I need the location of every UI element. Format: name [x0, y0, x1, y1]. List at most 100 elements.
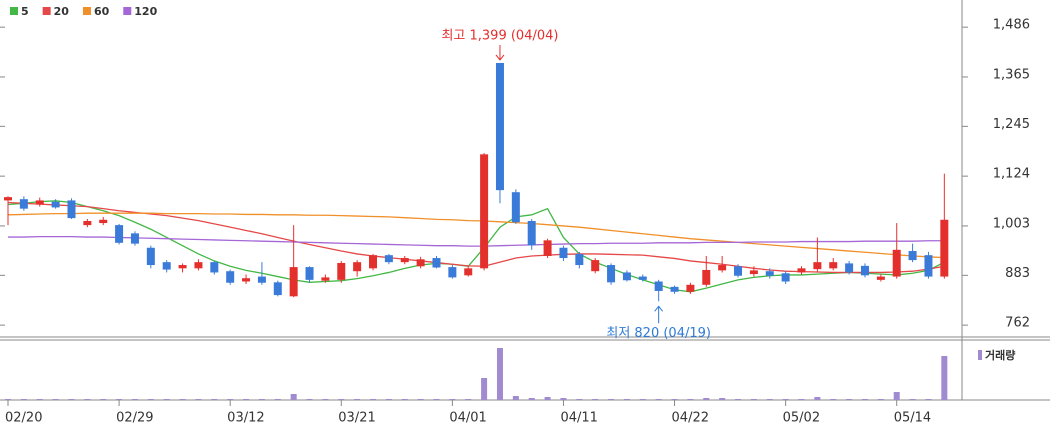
volume-bar [512, 396, 519, 400]
annotation-arrow [654, 305, 664, 324]
volume-bar [465, 399, 472, 400]
volume-bar [417, 399, 424, 400]
legend-label: 거래량 [985, 348, 1015, 362]
x-tick-label: 05/14 [894, 411, 931, 426]
y-tick-label: 883 [1005, 266, 1030, 281]
y-tick-label: 1,003 [993, 216, 1030, 231]
legend-label: 20 [54, 5, 70, 18]
ma-line [7, 212, 945, 259]
volume-bar [623, 399, 630, 400]
volume-bar [687, 399, 694, 400]
volume-bar [354, 399, 361, 400]
x-tick-label: 04/01 [449, 411, 486, 426]
candle-body [337, 262, 346, 280]
volume-bar [68, 399, 75, 400]
candle-body [638, 276, 647, 280]
candle-body [892, 249, 901, 277]
x-tick-label: 04/11 [560, 411, 597, 426]
candle-body [384, 255, 393, 263]
candle-body [924, 255, 933, 277]
volume-bar [639, 399, 646, 400]
annotation-arrow [495, 44, 505, 61]
volume-bar [719, 398, 726, 400]
candle-body [797, 268, 806, 273]
volume-bar [116, 399, 123, 400]
legend-label: 120 [134, 5, 157, 18]
candle-body [480, 154, 489, 269]
legend-swatch [123, 7, 132, 15]
volume-bar [528, 398, 535, 400]
candle-body [511, 192, 520, 223]
candle-body [4, 197, 12, 201]
volume-bar [100, 399, 107, 400]
legend-swatch [978, 350, 982, 360]
volume-bar [20, 399, 27, 400]
candle-body [940, 219, 949, 277]
candle-body [115, 225, 124, 243]
volume-bar [560, 398, 567, 400]
candle-body [194, 262, 203, 269]
candle-body [749, 270, 758, 275]
candle-body [67, 200, 76, 219]
candle-body [765, 271, 774, 276]
legend-swatch [42, 7, 51, 15]
candle-body [543, 240, 552, 256]
volume-bar [84, 399, 91, 400]
annotation-low: 최저 820 (04/19) [606, 326, 711, 341]
volume-bar [496, 348, 503, 400]
volume-bar [227, 399, 234, 400]
volume-bar [5, 399, 11, 400]
y-tick-label: 1,124 [993, 167, 1030, 182]
volume-bar [766, 399, 773, 400]
volume-bar [909, 399, 916, 400]
candle-body [273, 282, 282, 296]
x-tick-label: 02/20 [5, 411, 42, 426]
candle-body [829, 262, 838, 269]
volume-bar [433, 399, 440, 400]
volume-bar [481, 378, 488, 400]
candle-body [591, 260, 600, 272]
candle-body [495, 62, 504, 191]
volume-bar [750, 399, 757, 400]
candle-body [432, 258, 441, 268]
volume-bar [211, 399, 218, 400]
volume-bar [147, 399, 154, 400]
legend-label: 60 [94, 5, 110, 18]
candle-body [813, 262, 822, 270]
volume-bar [401, 399, 408, 400]
y-tick-label: 1,245 [993, 117, 1030, 132]
candle-body [242, 278, 251, 282]
volume-bar [671, 399, 678, 400]
volume-bar [36, 399, 43, 400]
legend-swatch [82, 7, 91, 15]
annotation-high: 최고 1,399 (04/04) [441, 28, 558, 43]
candle-body [51, 201, 60, 208]
candle-body [718, 265, 727, 271]
legend-swatch [10, 7, 18, 15]
candle-body [781, 273, 790, 282]
candle-body [527, 221, 536, 246]
ma-line [7, 201, 945, 274]
candle-body [416, 259, 425, 267]
candle-body [178, 265, 187, 269]
candle-body [734, 266, 743, 276]
y-tick-label: 1,486 [993, 18, 1030, 33]
candle-body [654, 281, 663, 291]
x-tick-label: 02/29 [116, 411, 153, 426]
candle-body [369, 255, 378, 269]
volume-bar [258, 399, 265, 400]
x-tick-label: 03/21 [338, 411, 375, 426]
volume-bar [370, 399, 377, 400]
candle-body [622, 272, 631, 281]
volume-bar [830, 399, 837, 400]
candle-body [670, 286, 679, 292]
candle-body [130, 233, 139, 244]
candle-body [876, 276, 885, 280]
volume-bar [798, 399, 805, 400]
candle-body [400, 258, 409, 263]
legend-label: 5 [21, 5, 29, 18]
candle-body [845, 263, 854, 273]
volume-bar [163, 399, 170, 400]
candle-body [162, 262, 171, 270]
